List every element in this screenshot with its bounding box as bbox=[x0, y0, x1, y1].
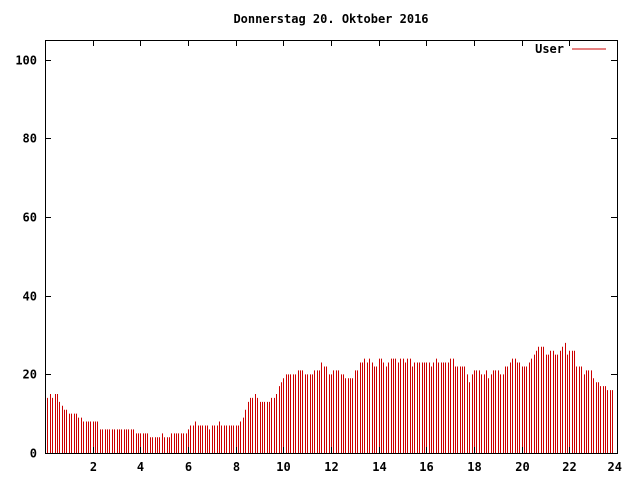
x-tick-label: 16 bbox=[419, 460, 433, 474]
x-tick-label: 18 bbox=[467, 460, 481, 474]
y-tick-label: 0 bbox=[30, 447, 37, 461]
x-tick-label: 4 bbox=[137, 460, 144, 474]
bars bbox=[47, 342, 613, 453]
x-tick-label: 12 bbox=[324, 460, 338, 474]
y-tick-label: 100 bbox=[15, 54, 37, 68]
y-tick-label: 80 bbox=[23, 132, 37, 146]
x-tick-label: 6 bbox=[185, 460, 192, 474]
x-tick-label: 2 bbox=[90, 460, 97, 474]
chart-title: Donnerstag 20. Oktober 2016 bbox=[233, 12, 428, 26]
y-tick-label: 20 bbox=[23, 368, 37, 382]
x-tick-label: 10 bbox=[276, 460, 290, 474]
y-tick-label: 40 bbox=[23, 290, 37, 304]
x-tick-label: 24 bbox=[608, 460, 622, 474]
x-tick-label: 8 bbox=[233, 460, 240, 474]
x-tick-label: 20 bbox=[515, 460, 529, 474]
legend: User bbox=[535, 42, 606, 56]
legend-label-user: User bbox=[535, 42, 564, 56]
y-tick-label: 60 bbox=[23, 211, 37, 225]
x-tick-label: 22 bbox=[562, 460, 576, 474]
x-tick-label: 14 bbox=[372, 460, 386, 474]
